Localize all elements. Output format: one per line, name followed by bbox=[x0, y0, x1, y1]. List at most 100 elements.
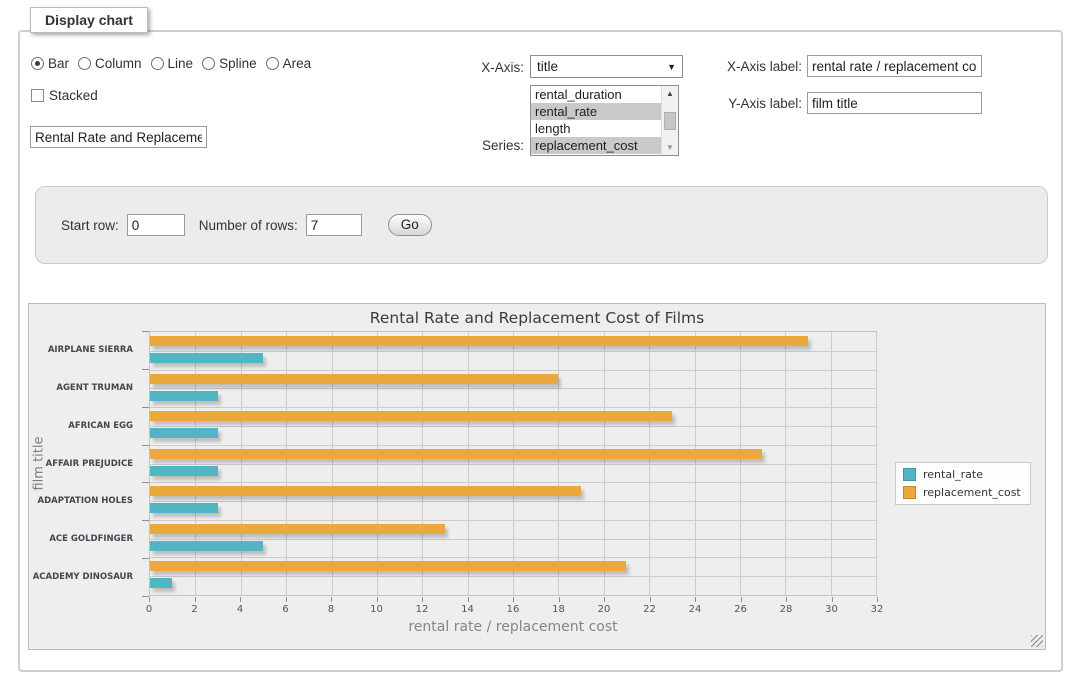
x-tick-label: 12 bbox=[415, 604, 429, 615]
gridline-horizontal bbox=[150, 482, 876, 484]
radio-line[interactable]: Line bbox=[150, 56, 194, 71]
gridline-horizontal bbox=[150, 519, 876, 521]
bar-replacement_cost bbox=[150, 448, 763, 459]
x-axis-label-input[interactable] bbox=[807, 55, 982, 77]
gridline-horizontal bbox=[150, 407, 876, 409]
y-axis-label-caption: Y-Axis label: bbox=[728, 96, 802, 111]
series-caption: Series: bbox=[481, 138, 524, 153]
gridline-vertical bbox=[876, 332, 877, 595]
y-axis-label-input[interactable] bbox=[807, 92, 982, 114]
radio-column[interactable]: Column bbox=[78, 56, 142, 71]
radio-label: Line bbox=[167, 56, 194, 71]
series-option-length[interactable]: length bbox=[535, 121, 571, 136]
gridline-horizontal bbox=[150, 425, 876, 427]
resize-handle-icon[interactable] bbox=[1031, 635, 1043, 647]
bar-rental_rate bbox=[150, 503, 218, 514]
start-row-input[interactable] bbox=[126, 214, 185, 236]
legend-swatch bbox=[903, 468, 916, 481]
radio-circle[interactable] bbox=[265, 57, 279, 70]
x-tick-mark bbox=[194, 597, 196, 602]
gridline-horizontal bbox=[150, 444, 876, 446]
category-label: AFRICAN EGG bbox=[68, 420, 133, 431]
x-tick-mark bbox=[422, 597, 423, 602]
radio-label: Bar bbox=[48, 56, 70, 71]
radio-circle[interactable] bbox=[31, 57, 44, 70]
stacked-checkbox-row[interactable]: Stacked bbox=[31, 88, 98, 103]
gridline-horizontal bbox=[150, 369, 876, 371]
category-label: ADAPTATION HOLES bbox=[37, 496, 133, 507]
radio-circle[interactable] bbox=[150, 57, 164, 70]
x-axis-ticks: 0 2 4 6 8 10 12 14 16 18 20 22 24 26 28 30 32 bbox=[146, 596, 883, 636]
category-label: AFFAIR PREJUDICE bbox=[45, 458, 133, 469]
x-tick-label: 32 bbox=[870, 604, 884, 615]
series-option-replacement_cost[interactable]: replacement_cost bbox=[531, 137, 661, 154]
radio-label: Area bbox=[282, 56, 312, 71]
scrollbar-thumb[interactable] bbox=[664, 112, 676, 130]
go-button[interactable]: Go bbox=[387, 214, 432, 236]
x-tick-mark bbox=[240, 597, 241, 602]
stacked-label: Stacked bbox=[49, 88, 98, 103]
y-tick-mark bbox=[142, 406, 149, 408]
category-label: ACE GOLDFINGER bbox=[49, 534, 133, 545]
series-listbox[interactable]: rental_duration rental_rate length replacem… bbox=[530, 85, 679, 156]
stacked-checkbox[interactable] bbox=[31, 89, 44, 102]
x-tick-label: 22 bbox=[643, 604, 656, 615]
series-scrollbar[interactable]: ▲ ▼ bbox=[661, 86, 678, 155]
chart-type-radio-group: Bar Column Line Spline Area bbox=[31, 56, 311, 71]
scroll-up-icon[interactable]: ▲ bbox=[666, 89, 674, 98]
x-axis-label-caption: X-Axis label: bbox=[726, 59, 802, 74]
x-tick-mark bbox=[149, 597, 150, 602]
series-option-rental_duration[interactable]: rental_duration bbox=[535, 87, 622, 102]
category-label: AIRPLANE SIERRA bbox=[47, 344, 133, 355]
x-tick-mark bbox=[513, 597, 514, 602]
x-tick-mark bbox=[831, 597, 833, 602]
legend-swatch bbox=[903, 486, 916, 499]
x-tick-label: 6 bbox=[282, 604, 289, 615]
plot-area bbox=[149, 331, 877, 596]
x-tick-mark bbox=[376, 597, 378, 602]
bar-rental_rate bbox=[150, 540, 264, 551]
y-tick-mark bbox=[142, 368, 149, 370]
gridline-horizontal bbox=[150, 576, 876, 578]
x-tick-mark bbox=[467, 597, 469, 602]
y-category-labels: AIRPLANE SIERRA AGENT TRUMAN AFRICAN EGG AF… bbox=[29, 331, 141, 596]
x-tick-label: 10 bbox=[370, 604, 383, 615]
radio-area[interactable]: Area bbox=[265, 56, 312, 71]
bar-replacement_cost bbox=[150, 373, 559, 384]
chart-title-input[interactable] bbox=[30, 126, 207, 148]
num-rows-input[interactable] bbox=[305, 214, 362, 236]
fieldset-legend: Display chart bbox=[30, 7, 148, 33]
radio-circle[interactable] bbox=[202, 57, 216, 70]
radio-circle[interactable] bbox=[78, 57, 92, 70]
y-tick-mark bbox=[142, 482, 149, 484]
y-tick-mark bbox=[142, 520, 149, 522]
radio-spline[interactable]: Spline bbox=[202, 56, 257, 71]
x-tick-mark bbox=[285, 597, 287, 602]
chevron-down-icon: ▼ bbox=[667, 61, 676, 72]
x-axis-caption: X-Axis: bbox=[481, 60, 524, 75]
category-label: AGENT TRUMAN bbox=[56, 382, 133, 393]
x-tick-mark bbox=[740, 597, 742, 602]
scroll-down-icon[interactable]: ▼ bbox=[666, 143, 674, 152]
series-option-rental_rate[interactable]: rental_rate bbox=[531, 103, 661, 120]
x-axis-select[interactable]: title ▼ bbox=[530, 55, 683, 78]
y-tick-mark bbox=[142, 444, 149, 446]
legend-label: rental_rate bbox=[923, 468, 983, 481]
gridline-horizontal bbox=[150, 388, 876, 390]
bar-replacement_cost bbox=[150, 561, 627, 572]
radio-label: Spline bbox=[219, 56, 257, 71]
bar-rental_rate bbox=[150, 465, 218, 476]
x-tick-mark bbox=[695, 597, 696, 602]
radio-bar[interactable]: Bar bbox=[31, 56, 69, 71]
legend-item-replacement_cost: replacement_cost bbox=[903, 486, 1021, 499]
x-tick-mark bbox=[331, 597, 332, 602]
chart-legend: rental_rate replacement_cost bbox=[895, 462, 1031, 505]
x-tick-label: 16 bbox=[506, 604, 520, 615]
x-tick-label: 2 bbox=[191, 604, 198, 615]
bar-rental_rate bbox=[150, 428, 218, 439]
bar-replacement_cost bbox=[150, 523, 445, 534]
x-axis-selected-value: title bbox=[537, 59, 559, 74]
x-tick-mark bbox=[786, 597, 787, 602]
row-range-panel: Start row: Number of rows: Go bbox=[35, 186, 1048, 264]
